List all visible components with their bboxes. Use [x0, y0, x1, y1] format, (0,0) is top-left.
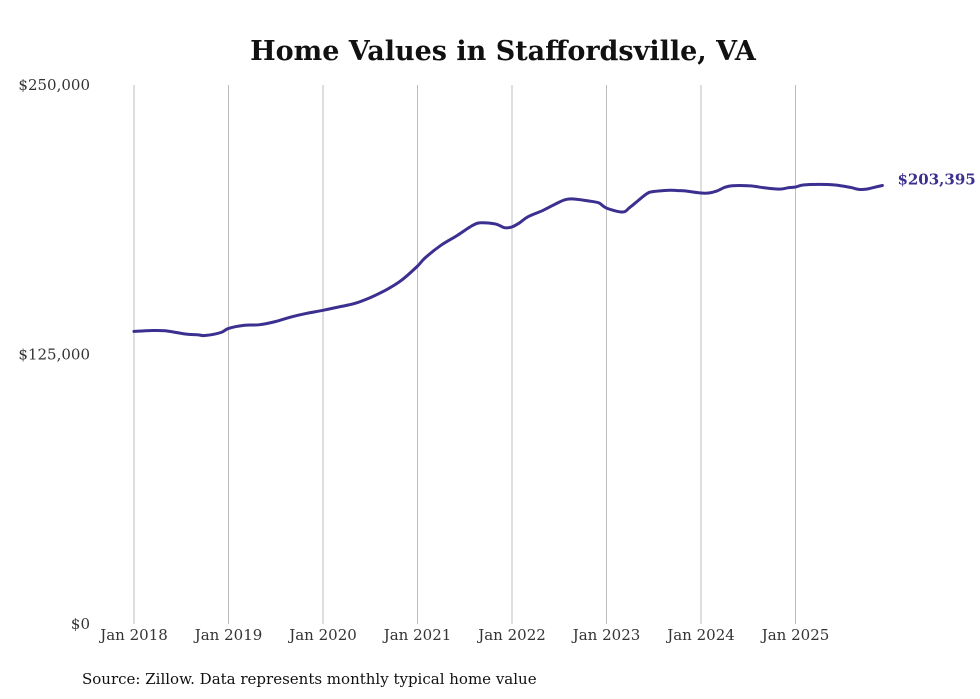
x-tick-label: Jan 2019 — [193, 626, 263, 644]
latest-value-label: $203,395 — [897, 170, 975, 188]
x-tick-label: Jan 2025 — [760, 626, 830, 644]
x-tick-label: Jan 2018 — [98, 626, 168, 644]
chart-title: Home Values in Staffordsville, VA — [250, 36, 757, 67]
y-tick-label: $125,000 — [18, 346, 90, 364]
x-tick-label: Jan 2023 — [571, 626, 641, 644]
y-axis-tick-labels: $0 $125,000 $250,000 — [18, 76, 90, 633]
y-tick-label: $0 — [71, 615, 90, 633]
vertical-gridlines — [133, 85, 796, 624]
y-tick-label: $250,000 — [18, 76, 90, 94]
x-tick-label: Jan 2022 — [476, 626, 546, 644]
x-axis-tick-labels: Jan 2018 Jan 2019 Jan 2020 Jan 2021 Jan 2022… — [98, 626, 829, 644]
x-tick-label: Jan 2020 — [287, 626, 357, 644]
x-tick-label: Jan 2024 — [665, 626, 735, 644]
home-value-line — [132, 182, 884, 338]
x-tick-label: Jan 2021 — [382, 626, 452, 644]
source-note: Source: Zillow. Data represents monthly … — [82, 670, 537, 688]
